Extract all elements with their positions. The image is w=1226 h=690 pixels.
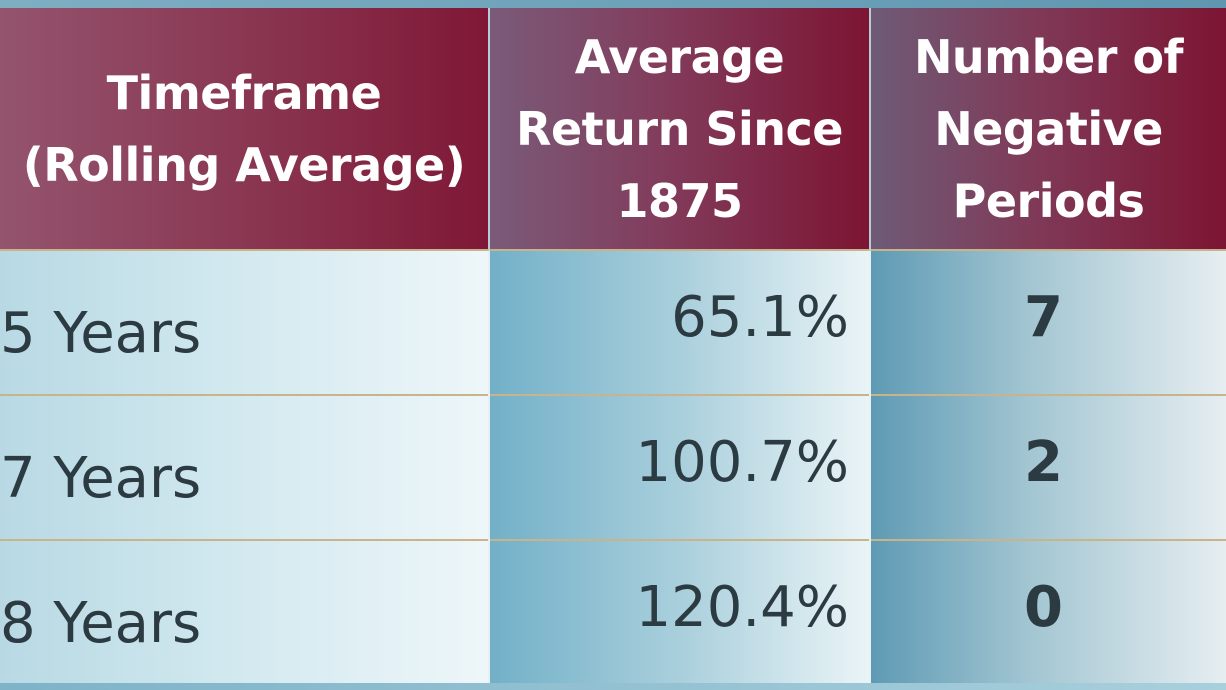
timeframe-value: 5 Years — [0, 301, 202, 366]
header-row: Timeframe (Rolling Average) Average Retu… — [0, 8, 1226, 250]
negative-periods-cell: 0 — [869, 539, 1226, 686]
header-timeframe: Timeframe (Rolling Average) — [0, 8, 490, 250]
negative-periods-value: 2 — [1024, 430, 1063, 495]
average-return-cell: 100.7% — [488, 394, 870, 540]
timeframe-cell: 8 Years — [0, 539, 489, 686]
table-header: Timeframe (Rolling Average) Average Retu… — [0, 8, 1226, 250]
table-body: 5 Years 65.1% 7 7 Years 100.7% 2 8 Years… — [0, 249, 1226, 686]
average-return-value: 120.4% — [635, 575, 849, 640]
header-average-return-line-3: 1875 — [616, 173, 743, 228]
table-row: 8 Years 120.4% 0 — [0, 539, 1226, 686]
timeframe-value: 7 Years — [0, 446, 202, 511]
header-timeframe-line-2: (Rolling Average) — [22, 137, 466, 192]
header-negative-periods-line-1: Number of — [913, 29, 1184, 84]
negative-periods-value: 7 — [1024, 285, 1063, 350]
table-row: 7 Years 100.7% 2 — [0, 394, 1226, 540]
timeframe-value: 8 Years — [0, 591, 202, 656]
header-negative-periods-line-2: Negative — [934, 101, 1163, 156]
returns-table: Timeframe (Rolling Average) Average Retu… — [0, 8, 1226, 686]
header-average-return-line-1: Average — [574, 29, 785, 84]
average-return-cell: 65.1% — [488, 249, 870, 395]
average-return-cell: 120.4% — [488, 539, 870, 686]
header-timeframe-line-1: Timeframe — [106, 65, 382, 120]
top-border-strip — [0, 0, 1226, 8]
average-return-value: 100.7% — [635, 430, 849, 495]
header-average-return-line-2: Return Since — [516, 101, 843, 156]
negative-periods-value: 0 — [1024, 575, 1063, 640]
header-average-return: Average Return Since 1875 — [489, 8, 871, 250]
bottom-border-strip — [0, 683, 1226, 690]
average-return-value: 65.1% — [671, 285, 849, 350]
negative-periods-cell: 2 — [869, 394, 1226, 540]
negative-periods-cell: 7 — [869, 249, 1226, 395]
header-negative-periods: Number of Negative Periods — [870, 8, 1226, 250]
timeframe-cell: 5 Years — [0, 249, 489, 395]
header-negative-periods-line-3: Periods — [952, 173, 1145, 228]
table-row: 5 Years 65.1% 7 — [0, 249, 1226, 395]
timeframe-cell: 7 Years — [0, 394, 489, 540]
